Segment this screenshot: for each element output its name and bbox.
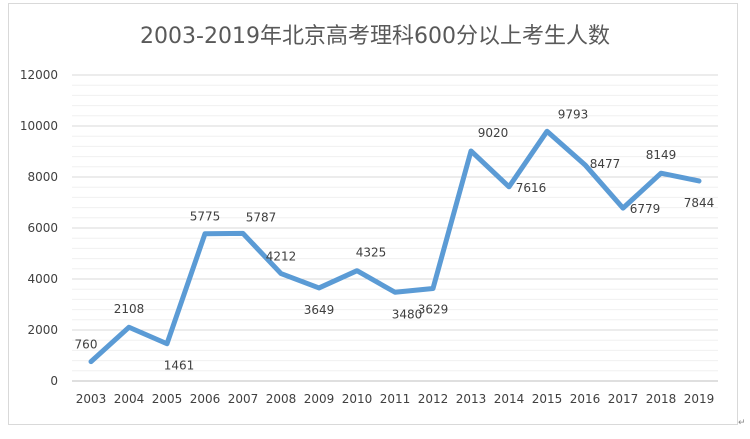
x-tick-label: 2012 <box>418 392 449 406</box>
x-tick-label: 2017 <box>608 392 639 406</box>
x-tick-label: 2004 <box>114 392 145 406</box>
x-tick-label: 2009 <box>304 392 335 406</box>
paragraph-mark: ↵ <box>738 418 746 428</box>
data-label: 8149 <box>646 148 677 162</box>
y-axis-ticks: 0 2000 4000 6000 8000 10000 12000 <box>20 68 58 388</box>
data-label: 8477 <box>590 157 621 171</box>
x-tick-label: 2003 <box>76 392 107 406</box>
data-label: 3629 <box>418 302 449 316</box>
x-tick-label: 2008 <box>266 392 297 406</box>
x-tick-label: 2015 <box>532 392 563 406</box>
y-tick-label: 4000 <box>27 272 58 286</box>
y-tick-label: 12000 <box>20 68 58 82</box>
series-line <box>88 128 702 365</box>
y-tick-label: 8000 <box>27 170 58 184</box>
y-tick-label: 2000 <box>27 323 58 337</box>
x-tick-label: 2011 <box>380 392 411 406</box>
data-label: 2108 <box>114 302 145 316</box>
x-tick-label: 2019 <box>684 392 715 406</box>
data-label: 9020 <box>478 126 509 140</box>
x-tick-label: 2006 <box>190 392 221 406</box>
chart-title: 2003-2019年北京高考理科600分以上考生人数 <box>140 24 610 49</box>
x-tick-label: 2005 <box>152 392 183 406</box>
x-tick-label: 2018 <box>646 392 677 406</box>
gridlines <box>72 74 718 382</box>
x-tick-label: 2013 <box>456 392 487 406</box>
data-label: 7844 <box>684 196 715 210</box>
data-label: 4325 <box>356 246 387 260</box>
data-label: 6779 <box>630 202 661 216</box>
y-tick-label: 10000 <box>20 119 58 133</box>
x-tick-label: 2014 <box>494 392 525 406</box>
x-axis-ticks: 2003 2004 2005 2006 2007 2008 2009 2010 2011 2012… <box>76 392 715 406</box>
y-tick-label: 0 <box>50 374 58 388</box>
y-tick-label: 6000 <box>27 221 58 235</box>
x-tick-label: 2007 <box>228 392 259 406</box>
chart-frame <box>8 3 738 425</box>
data-label: 9793 <box>558 107 589 121</box>
data-label: 3480 <box>392 307 423 321</box>
x-tick-label: 2010 <box>342 392 373 406</box>
data-label: 5787 <box>246 210 277 224</box>
x-tick-label: 2016 <box>570 392 601 406</box>
data-label: 1461 <box>164 359 195 373</box>
data-label: 7616 <box>516 181 547 195</box>
data-label: 5775 <box>190 210 221 224</box>
series-line-layer <box>88 128 702 365</box>
data-label: 4212 <box>266 250 297 264</box>
data-label: 3649 <box>304 303 335 317</box>
data-label: 760 <box>75 338 98 352</box>
